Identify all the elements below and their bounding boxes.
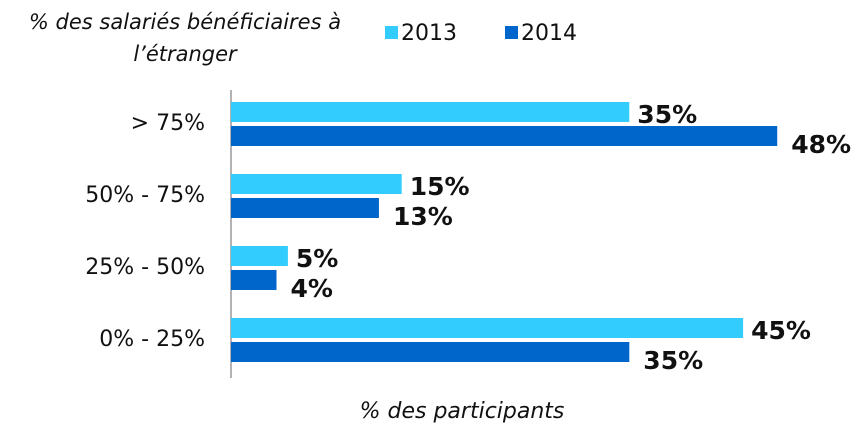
y-axis-title: % des salariés bénéficiaires à l’étrange…: [28, 10, 342, 66]
value-label: 45%: [751, 316, 811, 345]
bar: [231, 126, 778, 146]
bar: [231, 270, 277, 290]
legend-swatch: [385, 26, 398, 39]
legend-label: 2014: [521, 21, 577, 46]
value-label: 35%: [643, 346, 703, 375]
legend-swatch: [505, 26, 518, 39]
value-label: 4%: [291, 274, 333, 303]
bar: [231, 198, 379, 218]
y-tick-label: > 75%: [131, 111, 205, 136]
bar: [231, 342, 630, 362]
bar: [231, 246, 288, 266]
y-tick-label: 25% - 50%: [85, 255, 205, 280]
y-tick-label: 50% - 75%: [85, 183, 205, 208]
value-label: 15%: [410, 172, 470, 201]
y-tick-label: 0% - 25%: [99, 327, 205, 352]
value-label: 13%: [393, 202, 453, 231]
bar: [231, 318, 744, 338]
bar: [231, 174, 402, 194]
x-axis-title: % des participants: [360, 399, 565, 424]
legend-label: 2013: [401, 21, 457, 46]
bar: [231, 102, 630, 122]
value-label: 5%: [296, 244, 338, 273]
value-label: 48%: [791, 130, 851, 159]
value-label: 35%: [637, 100, 697, 129]
